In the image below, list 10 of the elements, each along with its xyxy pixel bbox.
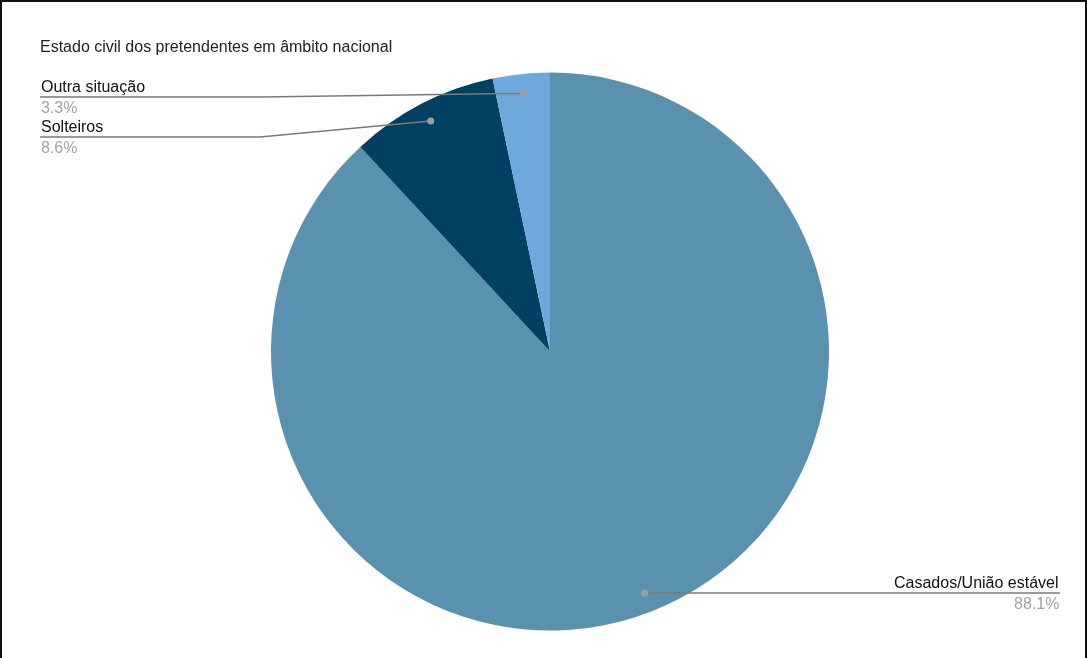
pie-slice: [360, 78, 550, 352]
data-label: 8.6%: [41, 139, 78, 156]
slice-label: Outra situação: [41, 78, 146, 95]
slice-label: Solteiros: [41, 118, 104, 135]
data-label: 3.3%: [41, 99, 78, 116]
data-label: 88.1%: [1014, 595, 1060, 612]
slice-label: Casados/União estável: [894, 574, 1059, 591]
pie-slice: [271, 72, 829, 631]
chart-title: Estado civil dos pretendentes em âmbito nacional: [40, 37, 393, 55]
pie-slice: [492, 72, 550, 352]
